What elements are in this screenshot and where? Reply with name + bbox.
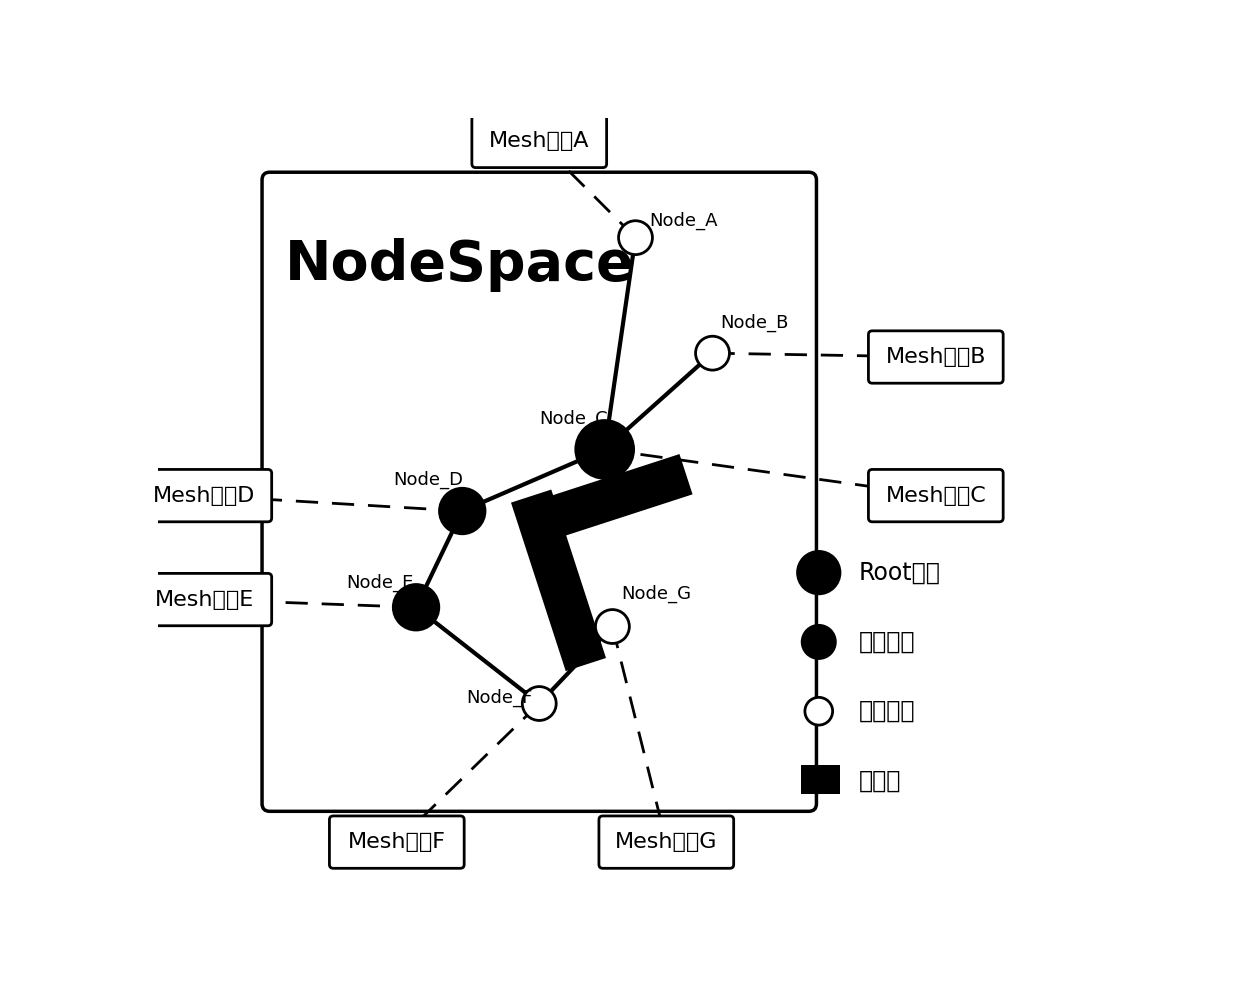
- Circle shape: [393, 584, 439, 630]
- FancyBboxPatch shape: [262, 173, 816, 811]
- Text: Node_E: Node_E: [347, 574, 414, 592]
- Circle shape: [805, 697, 832, 725]
- Circle shape: [802, 625, 836, 659]
- Polygon shape: [548, 455, 693, 537]
- Circle shape: [439, 488, 485, 534]
- Circle shape: [696, 336, 729, 370]
- Text: Mesh设备F: Mesh设备F: [347, 832, 446, 852]
- FancyBboxPatch shape: [868, 469, 1003, 522]
- FancyBboxPatch shape: [868, 331, 1003, 384]
- Text: Node_G: Node_G: [621, 585, 692, 603]
- Text: 二级节点: 二级节点: [859, 699, 915, 723]
- Circle shape: [575, 420, 634, 478]
- Text: Mesh设备G: Mesh设备G: [615, 832, 718, 852]
- FancyBboxPatch shape: [599, 816, 734, 869]
- FancyBboxPatch shape: [136, 469, 272, 522]
- Text: 一级节点: 一级节点: [859, 630, 915, 654]
- Text: NodeSpace: NodeSpace: [285, 238, 635, 292]
- Text: Mesh设备E: Mesh设备E: [155, 590, 254, 609]
- Text: Mesh设备C: Mesh设备C: [885, 486, 986, 506]
- Text: Mesh设备A: Mesh设备A: [489, 131, 589, 152]
- Circle shape: [619, 221, 652, 254]
- Text: Mesh设备B: Mesh设备B: [885, 347, 986, 367]
- Text: Node_B: Node_B: [720, 314, 789, 331]
- Text: Mesh设备D: Mesh设备D: [153, 486, 255, 506]
- Circle shape: [522, 686, 557, 721]
- FancyBboxPatch shape: [136, 574, 272, 626]
- Circle shape: [595, 609, 630, 644]
- Text: Node_F: Node_F: [466, 689, 532, 707]
- Text: Node_A: Node_A: [650, 212, 718, 230]
- Text: Root节点: Root节点: [859, 561, 941, 585]
- Bar: [801, 765, 839, 795]
- Text: Node_C: Node_C: [539, 409, 608, 428]
- Polygon shape: [511, 490, 606, 671]
- FancyBboxPatch shape: [472, 115, 606, 168]
- Text: 阻隔物: 阻隔物: [859, 768, 901, 793]
- Circle shape: [797, 551, 841, 595]
- FancyBboxPatch shape: [330, 816, 464, 869]
- Text: Node_D: Node_D: [393, 471, 463, 489]
